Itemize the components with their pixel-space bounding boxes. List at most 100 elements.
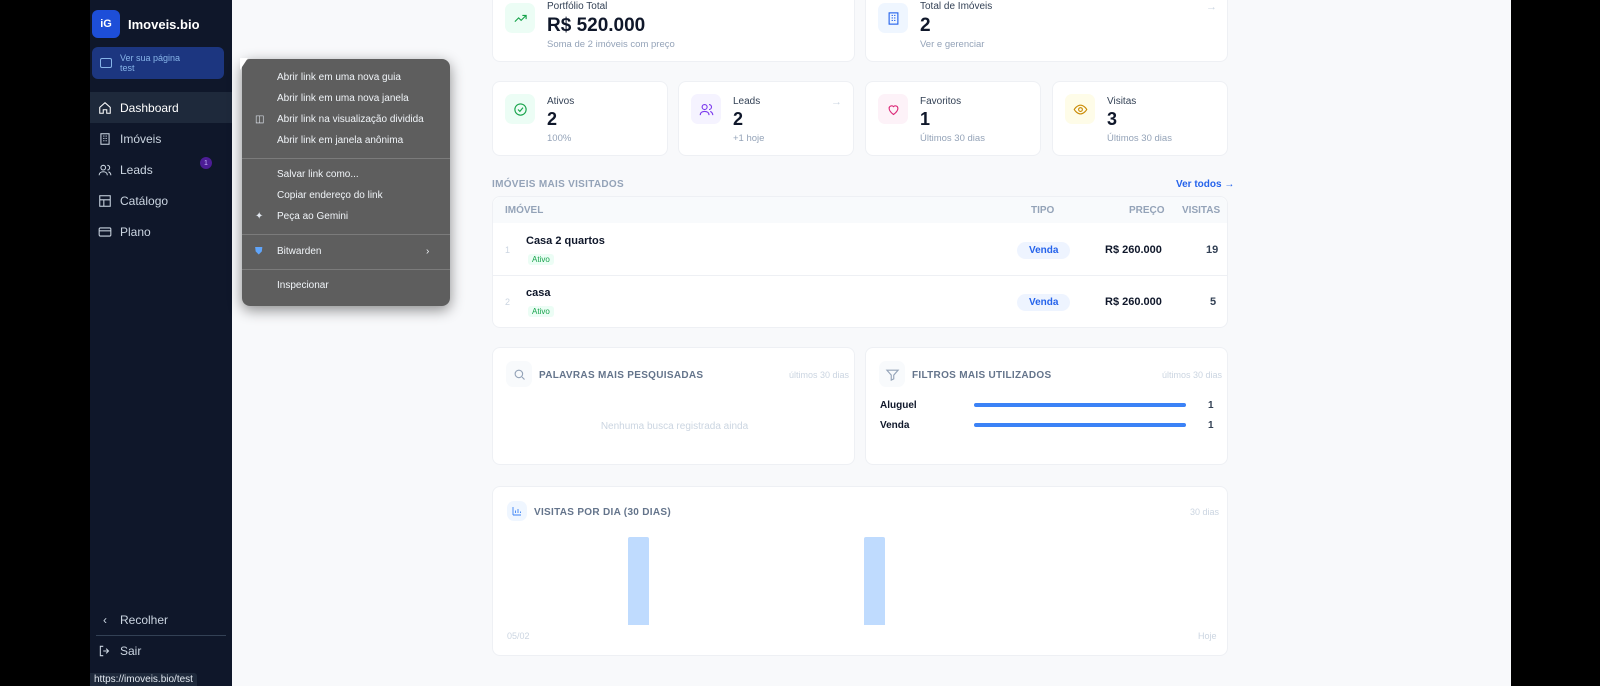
ctx-inspect[interactable]: Inspecionar xyxy=(277,280,329,291)
chart-bar-0 xyxy=(628,537,650,625)
stat-sub: 100% xyxy=(547,133,572,144)
sidebar-item-label: Leads xyxy=(120,162,153,177)
row-property-name: Casa 2 quartos xyxy=(526,235,605,247)
col-preco: PREÇO xyxy=(1129,205,1165,216)
most-visited-table: IMÓVEL TIPO PREÇO VISITAS 1 Casa 2 quart… xyxy=(492,196,1228,328)
stat-value: 3 xyxy=(1107,109,1118,129)
col-imovel: IMÓVEL xyxy=(505,205,544,216)
arrow-right-icon: → xyxy=(831,96,842,108)
divider xyxy=(96,635,226,636)
portfolio-value: R$ 520.000 xyxy=(547,15,646,36)
visits-chart-card: VISITAS POR DIA (30 DIAS) 30 dias 05/02 … xyxy=(492,486,1228,656)
sidebar-item-leads[interactable]: Leads xyxy=(90,154,232,185)
app-window: iG Imoveis.bio Ver sua página test Dashb… xyxy=(90,0,1511,686)
row-price: R$ 260.000 xyxy=(1105,244,1162,256)
table-header xyxy=(493,197,1227,223)
building-icon xyxy=(100,132,110,145)
sidebar-nav: Dashboard Imóveis Leads Catálogo Plano xyxy=(90,92,232,247)
brand[interactable]: iG Imoveis.bio xyxy=(92,10,200,38)
eye-icon xyxy=(1065,94,1095,124)
filters-period: últimos 30 dias xyxy=(1162,370,1223,380)
row-divider xyxy=(493,275,1227,276)
shield-icon: ⛊ xyxy=(255,246,263,257)
status-badge: Ativo xyxy=(528,306,554,317)
searches-title: PALAVRAS MAIS PESQUISADAS xyxy=(539,370,704,381)
stat-card-favoritos: Favoritos 1 Últimos 30 dias xyxy=(865,81,1041,156)
sidebar-item-catalogo[interactable]: Catálogo xyxy=(90,185,232,216)
sidebar-item-label: Imóveis xyxy=(120,131,162,146)
stat-label: Favoritos xyxy=(920,96,962,107)
filter-name: Aluguel xyxy=(880,400,917,411)
ctx-bitwarden[interactable]: ⛊ Bitwarden › xyxy=(242,242,450,262)
view-page-label: Ver sua página xyxy=(120,53,181,63)
chevron-left-icon: ‹ xyxy=(103,613,107,627)
layout-icon xyxy=(99,194,111,207)
ctx-label: Abrir link na visualização dividida xyxy=(277,114,424,125)
row-property-name: casa xyxy=(526,287,551,299)
card-icon xyxy=(98,226,112,237)
sidebar-item-imoveis[interactable]: Imóveis xyxy=(90,123,232,154)
row-visits: 19 xyxy=(1206,244,1219,256)
sidebar-item-label: Dashboard xyxy=(120,100,179,115)
stat-value: 2 xyxy=(547,109,558,129)
sparkle-icon: ✦ xyxy=(255,211,264,222)
sidebar-item-dashboard[interactable]: Dashboard xyxy=(90,92,232,123)
collapse-button[interactable]: ‹ Recolher xyxy=(90,605,232,635)
row-number: 2 xyxy=(505,297,511,307)
users-icon xyxy=(691,94,721,124)
arrow-right-icon: → xyxy=(1206,1,1217,13)
stat-card-leads[interactable]: Leads 2 +1 hoje → xyxy=(678,81,854,156)
most-visited-title: IMÓVEIS MAIS VISITADOS xyxy=(492,179,624,190)
stat-card-ativos: Ativos 2 100% xyxy=(492,81,668,156)
ctx-label: Peça ao Gemini xyxy=(277,211,349,222)
stat-value: 2 xyxy=(733,109,744,129)
mouse-cursor-icon xyxy=(240,58,248,70)
leads-count-badge: 1 xyxy=(200,157,212,169)
portfolio-sub: Soma de 2 imóveis com preço xyxy=(547,39,675,50)
building-icon xyxy=(878,3,908,33)
collapse-label: Recolher xyxy=(120,613,169,627)
ctx-open-new-window[interactable]: Abrir link em uma nova janela xyxy=(277,93,409,104)
see-all-link[interactable]: Ver todos → xyxy=(1176,179,1234,190)
users-icon xyxy=(98,164,112,175)
ctx-open-new-tab[interactable]: Abrir link em uma nova guia xyxy=(277,72,401,83)
chevron-right-icon: › xyxy=(426,246,430,257)
sidebar-item-plano[interactable]: Plano xyxy=(90,216,232,247)
row-visits: 5 xyxy=(1210,296,1217,308)
filter-name: Venda xyxy=(880,420,910,431)
filter-bar xyxy=(974,403,1186,407)
ctx-open-split-view[interactable]: ◫ Abrir link na visualização dividida xyxy=(242,110,450,130)
page-icon xyxy=(100,58,112,68)
chart-bar-1 xyxy=(863,537,885,625)
stat-sub: Últimos 30 dias xyxy=(920,133,985,144)
type-badge: Venda xyxy=(1017,294,1071,311)
filter-bar xyxy=(974,423,1186,427)
ctx-open-incognito[interactable]: Abrir link em janela anônima xyxy=(277,135,404,146)
split-view-icon: ◫ xyxy=(255,114,265,125)
stat-label: Leads xyxy=(733,96,761,107)
stat-sub: Últimos 30 dias xyxy=(1107,133,1172,144)
ctx-copy-link[interactable]: Copiar endereço do link xyxy=(277,190,383,201)
sidebar-item-label: Plano xyxy=(120,224,151,239)
ctx-save-link[interactable]: Salvar link como... xyxy=(277,169,359,180)
logout-button[interactable]: Sair xyxy=(90,636,232,666)
search-icon xyxy=(506,361,532,387)
brand-name: Imoveis.bio xyxy=(128,16,200,32)
brand-logo: iG xyxy=(92,10,120,38)
visits-chart-period: 30 dias xyxy=(1190,507,1220,517)
view-page-link[interactable]: Ver sua página test xyxy=(92,47,224,79)
x-axis-end-label: Hoje xyxy=(1198,631,1217,641)
home-icon xyxy=(99,101,111,114)
heart-icon xyxy=(878,94,908,124)
searches-period: últimos 30 dias xyxy=(789,370,850,380)
status-badge: Ativo xyxy=(528,254,554,265)
type-badge: Venda xyxy=(1017,242,1071,259)
logout-icon xyxy=(99,645,110,657)
total-value: 2 xyxy=(920,15,931,36)
ctx-divider xyxy=(242,234,450,235)
stat-sub: +1 hoje xyxy=(733,133,765,144)
total-imoveis-card[interactable]: Total de Imóveis 2 Ver e gerenciar → xyxy=(865,0,1228,62)
ctx-ask-gemini[interactable]: ✦ Peça ao Gemini xyxy=(242,207,450,227)
searches-empty: Nenhuma busca registrada ainda xyxy=(600,421,749,432)
